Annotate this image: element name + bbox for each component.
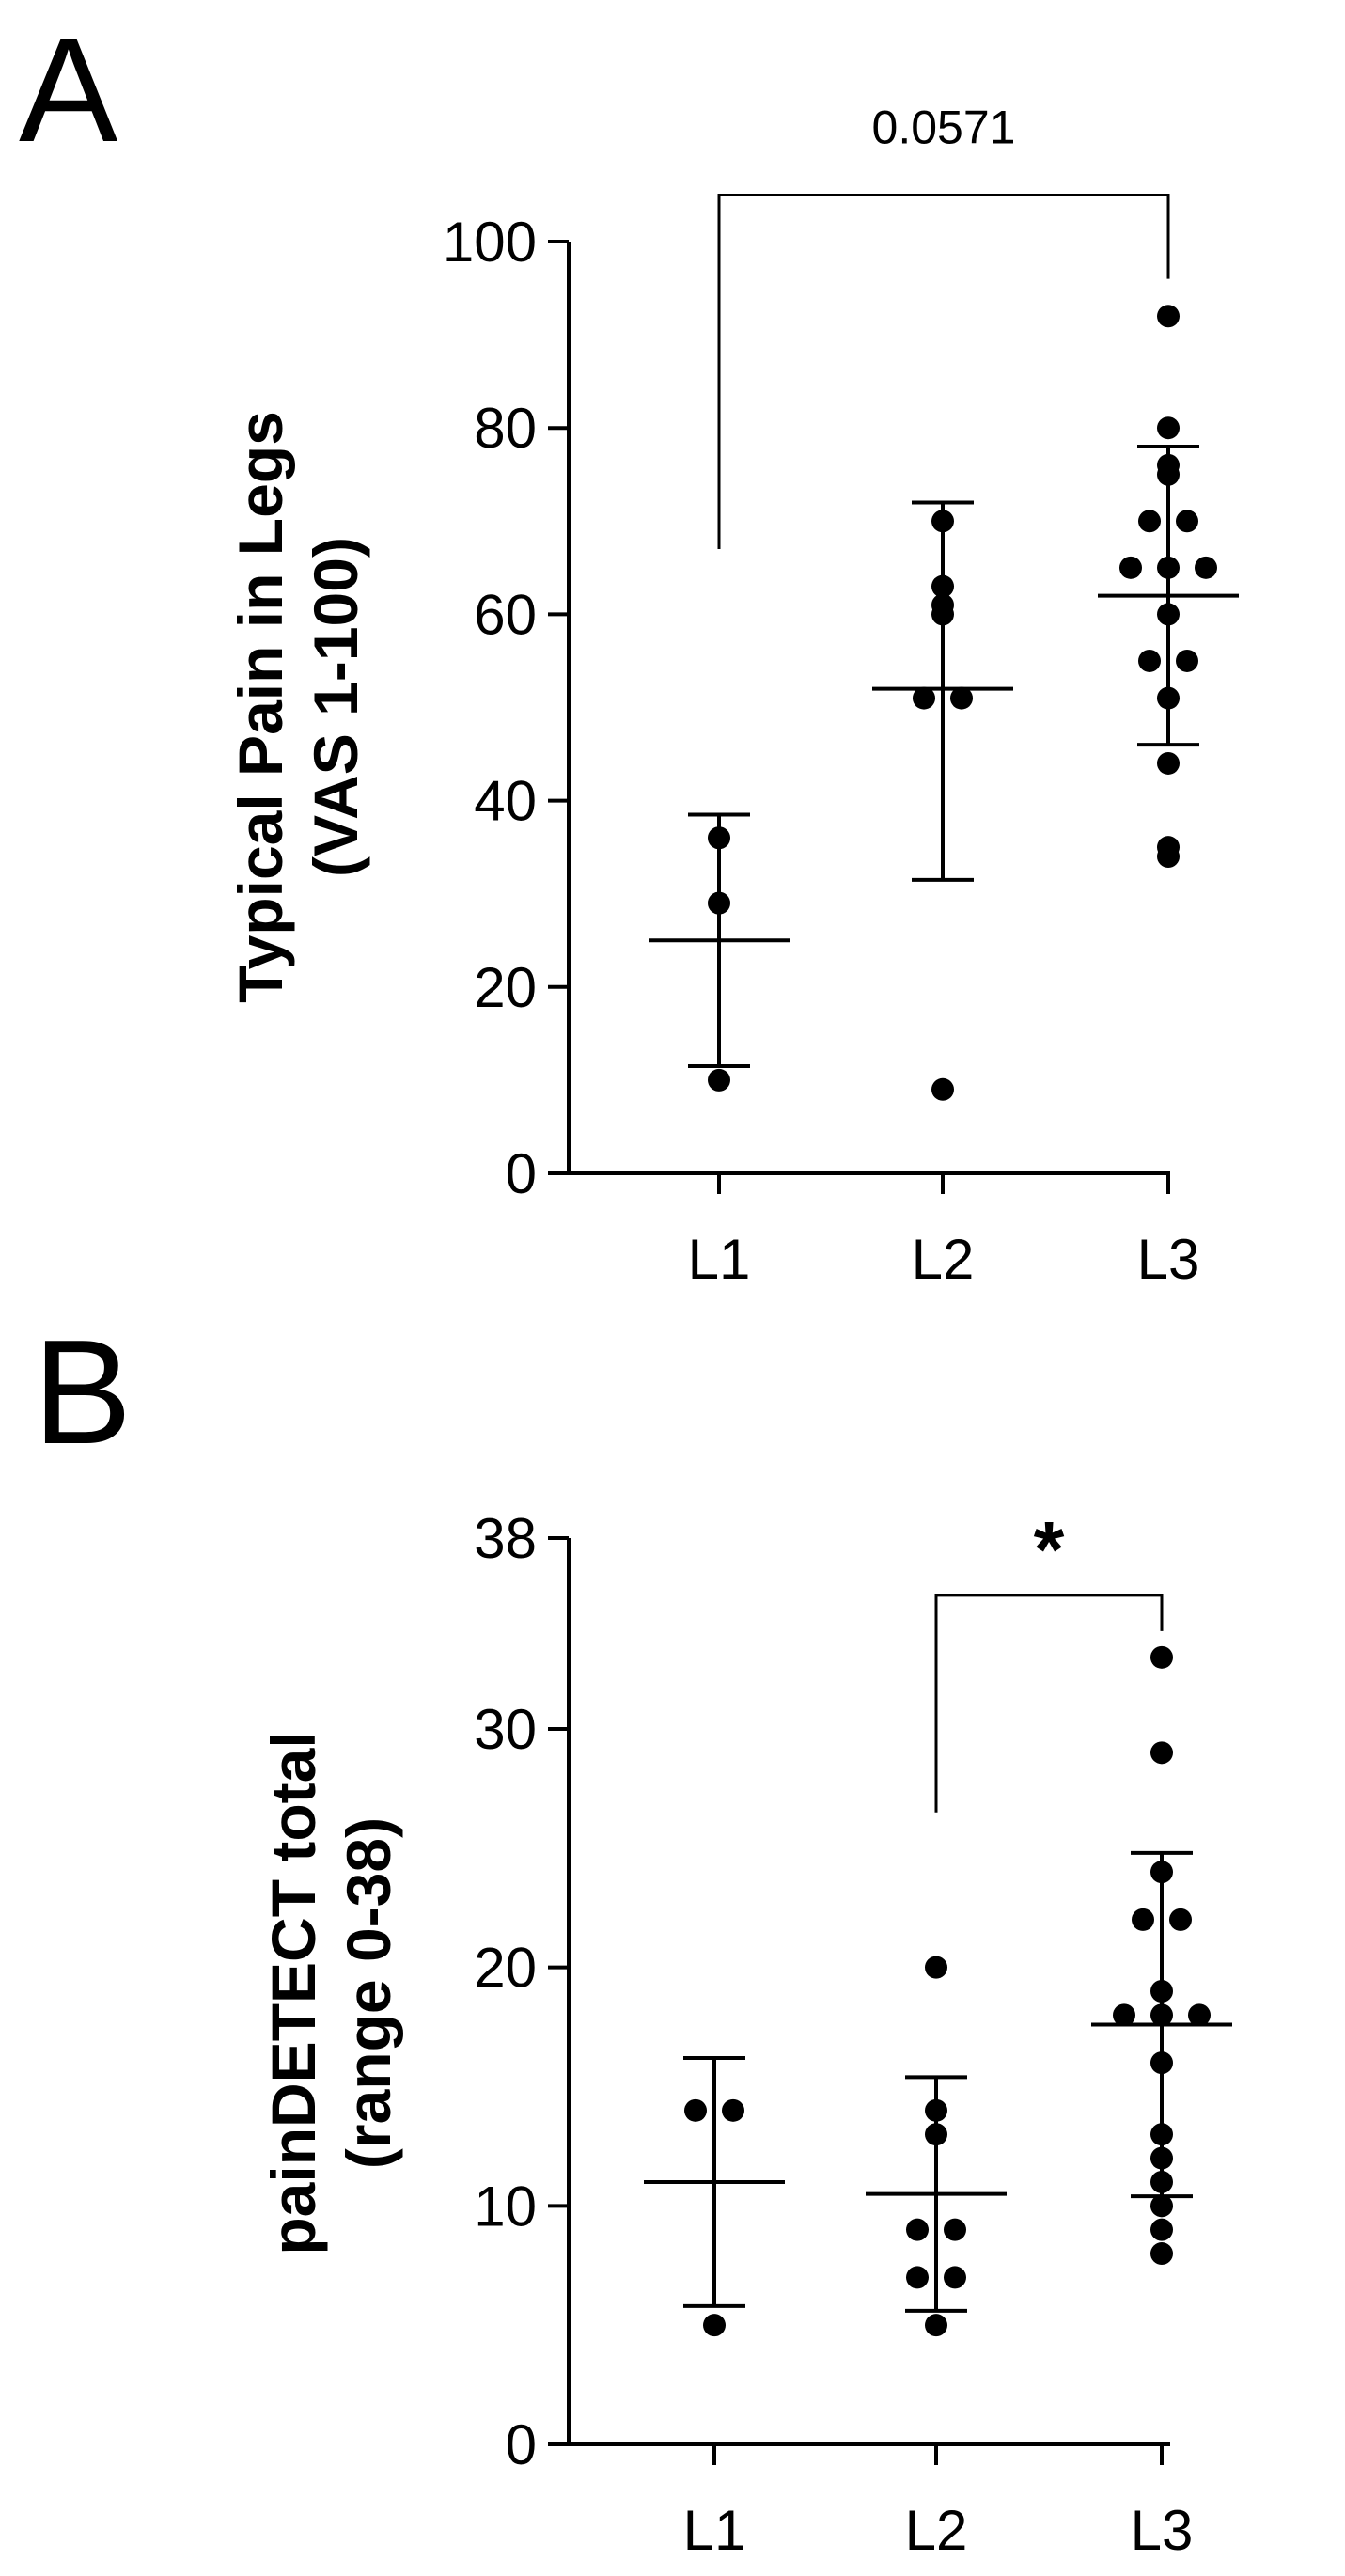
y-tick-label: 38 (474, 1507, 537, 1570)
data-point (1119, 556, 1142, 579)
series-l1 (649, 812, 790, 1092)
data-point (1176, 649, 1198, 672)
y-axis-title-line: painDETECT total (258, 1731, 328, 2254)
data-point (1157, 416, 1180, 440)
data-point (944, 2266, 966, 2289)
data-point (1138, 649, 1161, 672)
significance-label: 0.0571 (872, 101, 1016, 153)
series-l3 (1091, 1645, 1232, 2266)
data-point (1150, 1741, 1173, 1765)
data-point (1150, 2242, 1173, 2266)
data-point (1157, 845, 1180, 869)
x-tick-label: L2 (912, 1228, 975, 1291)
data-point (708, 1068, 730, 1092)
y-axis-title: Typical Pain in Legs (VAS 1-100) (226, 411, 370, 1003)
data-point (925, 1956, 947, 1979)
y-tick-label: 0 (506, 2413, 537, 2476)
series-l1 (644, 2056, 785, 2337)
data-point (944, 2218, 966, 2241)
x-tick-label: L2 (905, 2499, 968, 2562)
x-tick-label: L1 (683, 2499, 746, 2562)
y-axis-title-line: (VAS 1-100) (301, 537, 370, 877)
x-tick-label: L1 (688, 1228, 751, 1291)
y-tick-label: 30 (474, 1698, 537, 1761)
y-tick-label: 20 (474, 956, 537, 1019)
y-axis-title: painDETECT total (range 0-38) (258, 1731, 403, 2254)
series-l2 (866, 1956, 1007, 2337)
y-tick-label: 60 (474, 583, 537, 646)
data-point (925, 2314, 947, 2337)
series-l3 (1098, 305, 1239, 869)
significance-bracket (717, 193, 1170, 550)
data-point (1169, 1908, 1192, 1931)
data-point (1138, 510, 1161, 533)
panel-b: B 0 10 20 30 38 L1 L2 L3 painDETECT total (range 0… (33, 1310, 1232, 2562)
data-point (931, 1077, 954, 1101)
data-point (1188, 2003, 1211, 2027)
significance-label: * (1034, 1505, 1065, 1594)
data-point (722, 2098, 744, 2122)
data-point (950, 686, 973, 710)
y-axis-title-line: (range 0-38) (334, 1817, 403, 2169)
series-l2 (872, 500, 1013, 1101)
y-tick-label: 40 (474, 770, 537, 833)
panel-a: A 0 20 40 60 80 100 L1 L2 L3 Typical Pain in Legs(… (19, 8, 1239, 1291)
data-point (1157, 305, 1180, 328)
data-point (1150, 2194, 1173, 2218)
data-point (906, 2266, 929, 2289)
data-point (1150, 1645, 1173, 1669)
y-tick-label: 10 (474, 2175, 537, 2238)
y-tick-label: 100 (443, 211, 537, 274)
data-point (684, 2098, 707, 2122)
x-tick-label: L3 (1131, 2499, 1194, 2562)
data-point (1176, 510, 1198, 533)
data-point (1195, 556, 1217, 579)
y-tick-label: 0 (506, 1142, 537, 1205)
data-point (906, 2218, 929, 2241)
data-point (1157, 751, 1180, 775)
panel-letter: B (33, 1310, 132, 1475)
y-tick-label: 80 (474, 397, 537, 460)
y-axis-title-line: Typical Pain in Legs (226, 411, 295, 1003)
significance-bracket (934, 1594, 1164, 1813)
data-point (1132, 1908, 1154, 1931)
data-point (1113, 2003, 1135, 2027)
data-point (703, 2314, 726, 2337)
x-tick-label: L3 (1137, 1228, 1200, 1291)
y-tick-label: 20 (474, 1937, 537, 2000)
data-point (1150, 2218, 1173, 2241)
data-point (913, 686, 935, 710)
panel-letter: A (19, 8, 118, 173)
